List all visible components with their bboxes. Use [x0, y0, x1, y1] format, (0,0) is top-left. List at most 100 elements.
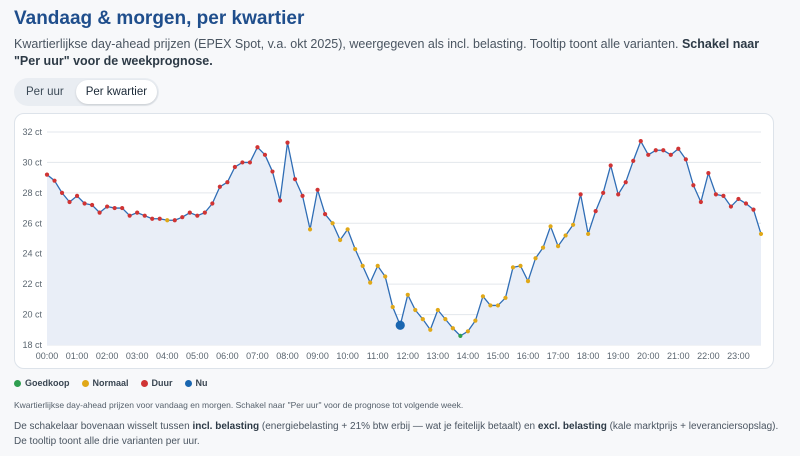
x-tick-label: 14:00: [457, 351, 480, 361]
price-point-normaal: [345, 227, 350, 232]
price-point-normaal: [428, 327, 433, 332]
price-point-normaal: [555, 244, 561, 249]
price-point-duur: [135, 210, 140, 215]
legend-dot-normaal: [81, 379, 89, 387]
x-tick-label: 20:00: [637, 351, 660, 361]
price-point-duur: [322, 212, 328, 217]
y-tick-label: 18 ct: [22, 340, 42, 350]
price-point-normaal: [405, 292, 410, 297]
price-point-normaal: [758, 231, 764, 237]
now-marker: [395, 320, 405, 330]
y-tick-label: 28 ct: [22, 188, 42, 198]
price-point-duur: [721, 193, 726, 198]
price-point-normaal: [443, 317, 448, 322]
price-point-normaal: [307, 227, 313, 232]
price-point-duur: [105, 204, 110, 209]
y-tick-label: 22 ct: [22, 279, 42, 289]
price-point-normaal: [413, 307, 418, 313]
tax-toggle-note: De schakelaar bovenaan wisselt tussen in…: [14, 419, 784, 449]
price-point-duur: [112, 205, 117, 211]
price-area: [47, 141, 761, 345]
x-tick-label: 22:00: [697, 351, 720, 361]
price-point-duur: [653, 148, 658, 153]
price-point-duur: [608, 163, 613, 168]
price-point-duur: [74, 193, 80, 198]
price-point-normaal: [375, 263, 380, 268]
price-point-duur: [676, 146, 681, 151]
legend-label-duur: Duur: [151, 378, 173, 388]
price-point-normaal: [383, 274, 388, 279]
price-point-duur: [82, 201, 87, 206]
note-text-2: (energiebelasting + 21% btw erbij — wat …: [259, 421, 538, 432]
price-point-normaal: [165, 218, 170, 223]
x-tick-label: 10:00: [336, 351, 359, 361]
x-tick-label: 15:00: [487, 351, 510, 361]
price-point-duur: [142, 213, 147, 218]
price-point-duur: [120, 205, 125, 211]
price-point-duur: [217, 184, 222, 189]
x-tick-label: 00:00: [36, 351, 59, 361]
price-point-duur: [270, 169, 275, 174]
price-point-duur: [247, 160, 253, 165]
legend-dot-nu: [184, 379, 192, 387]
page-title: Vandaag & morgen, per kwartier: [14, 8, 305, 29]
price-chart[interactable]: 32 ct 30 ct 28 ct 26 ct 24 ct 22 ct 20 ct 18 ct…: [15, 114, 773, 368]
price-point-normaal: [533, 256, 538, 261]
x-tick-label: 16:00: [517, 351, 540, 361]
price-point-duur: [706, 170, 711, 176]
toggle-per-quarter[interactable]: Per kwartier: [75, 80, 158, 104]
price-point-normaal: [435, 307, 440, 313]
price-point-duur: [638, 139, 643, 144]
price-point-normaal: [338, 237, 343, 243]
price-point-normaal: [480, 294, 486, 299]
price-point-duur: [315, 187, 320, 192]
price-point-duur: [210, 201, 215, 206]
price-point-duur: [285, 140, 290, 145]
x-tick-label: 23:00: [727, 351, 750, 361]
price-point-normaal: [450, 326, 455, 331]
price-point-normaal: [473, 318, 478, 323]
price-point-duur: [187, 210, 192, 215]
x-tick-label: 13:00: [427, 351, 450, 361]
price-point-duur: [127, 213, 132, 218]
price-point-normaal: [495, 303, 501, 308]
price-point-duur: [683, 157, 688, 162]
price-point-duur: [157, 216, 162, 221]
price-point-duur: [698, 199, 703, 205]
price-point-duur: [240, 160, 245, 165]
price-point-duur: [150, 216, 155, 221]
toggle-per-hour[interactable]: Per uur: [26, 86, 64, 98]
x-tick-label: 17:00: [547, 351, 570, 361]
price-point-normaal: [563, 233, 568, 238]
x-tick-label: 12:00: [396, 351, 419, 361]
price-point-duur: [67, 199, 72, 205]
view-toggle: Per uur Per kwartier: [14, 78, 160, 106]
chart-caption: Kwartierlijkse day-ahead prijzen voor va…: [14, 400, 464, 410]
x-tick-label: 07:00: [246, 351, 269, 361]
y-tick-label: 30 ct: [22, 157, 42, 167]
price-point-duur: [646, 152, 651, 157]
note-bold-excl: excl. belasting: [537, 421, 607, 432]
price-point-duur: [277, 198, 283, 203]
subtitle-text: Kwartierlijkse day-ahead prijzen (EPEX S…: [14, 37, 682, 51]
price-point-normaal: [360, 263, 365, 268]
x-tick-label: 09:00: [306, 351, 329, 361]
price-point-normaal: [420, 317, 425, 322]
price-point-normaal: [586, 231, 591, 237]
note-text-1: De schakelaar bovenaan wisselt tussen: [14, 421, 193, 432]
price-point-normaal: [368, 280, 373, 285]
price-point-duur: [743, 201, 749, 206]
price-point-goedkoop: [458, 333, 463, 338]
price-point-normaal: [353, 247, 358, 252]
x-tick-label: 03:00: [126, 351, 149, 361]
price-point-duur: [172, 218, 177, 223]
price-point-duur: [262, 152, 268, 157]
price-point-duur: [300, 193, 305, 198]
x-tick-label: 18:00: [577, 351, 600, 361]
legend-label-nu: Nu: [195, 378, 208, 388]
x-tick-label: 01:00: [66, 351, 89, 361]
price-point-duur: [232, 164, 237, 170]
price-point-duur: [255, 145, 260, 150]
y-tick-label: 24 ct: [22, 249, 42, 259]
legend-item-nu: Nu: [184, 378, 208, 388]
